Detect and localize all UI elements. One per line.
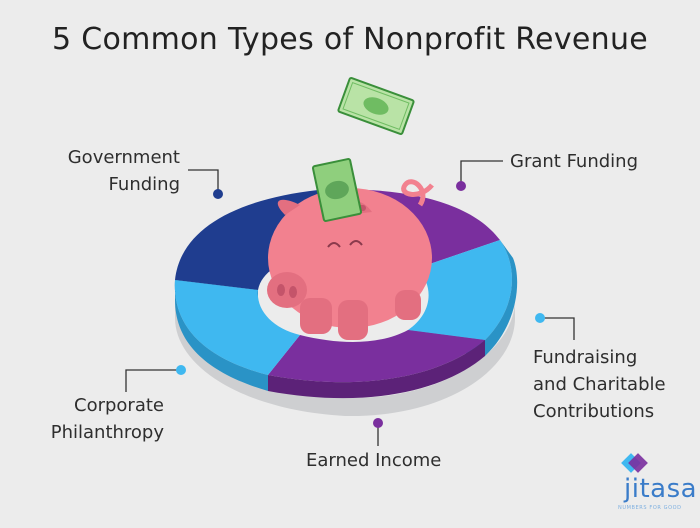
logo-name: jitasa — [624, 474, 698, 504]
leader-earned — [373, 418, 383, 446]
leader-government — [188, 169, 223, 199]
label-line: Earned Income — [306, 450, 442, 471]
label-line: Corporate — [74, 395, 164, 416]
label-corporate-philanthropy: Corporate Philanthropy — [40, 392, 164, 446]
leader-grant — [456, 160, 503, 191]
segment-corporate — [174, 280, 300, 375]
segment-fundraising — [408, 240, 512, 340]
segment-government — [175, 190, 322, 290]
label-government-funding: Government Funding — [60, 144, 180, 198]
dollar-bill-icon — [337, 77, 415, 135]
label-line: Grant Funding — [510, 151, 639, 172]
label-line: Funding — [108, 174, 180, 195]
leader-corporate — [125, 365, 186, 392]
leader-fundraising — [535, 313, 575, 340]
label-line: Fundraising — [533, 347, 638, 368]
label-earned-income: Earned Income — [306, 447, 441, 474]
dollar-bill-icon — [311, 158, 363, 222]
piggy-bank-icon — [267, 179, 434, 340]
label-line: Government — [67, 147, 180, 168]
segment-earned — [268, 330, 485, 383]
label-line: and Charitable — [533, 374, 666, 395]
page-title: 5 Common Types of Nonprofit Revenue — [51, 22, 649, 57]
label-line: Contributions — [533, 401, 655, 422]
label-line: Philanthropy — [50, 422, 164, 443]
label-fundraising: Fundraising and Charitable Contributions — [533, 344, 666, 425]
label-grant-funding: Grant Funding — [510, 148, 638, 175]
jitasa-logo-icon — [621, 453, 648, 473]
logo-tagline: NUMBERS FOR GOOD — [618, 505, 682, 511]
